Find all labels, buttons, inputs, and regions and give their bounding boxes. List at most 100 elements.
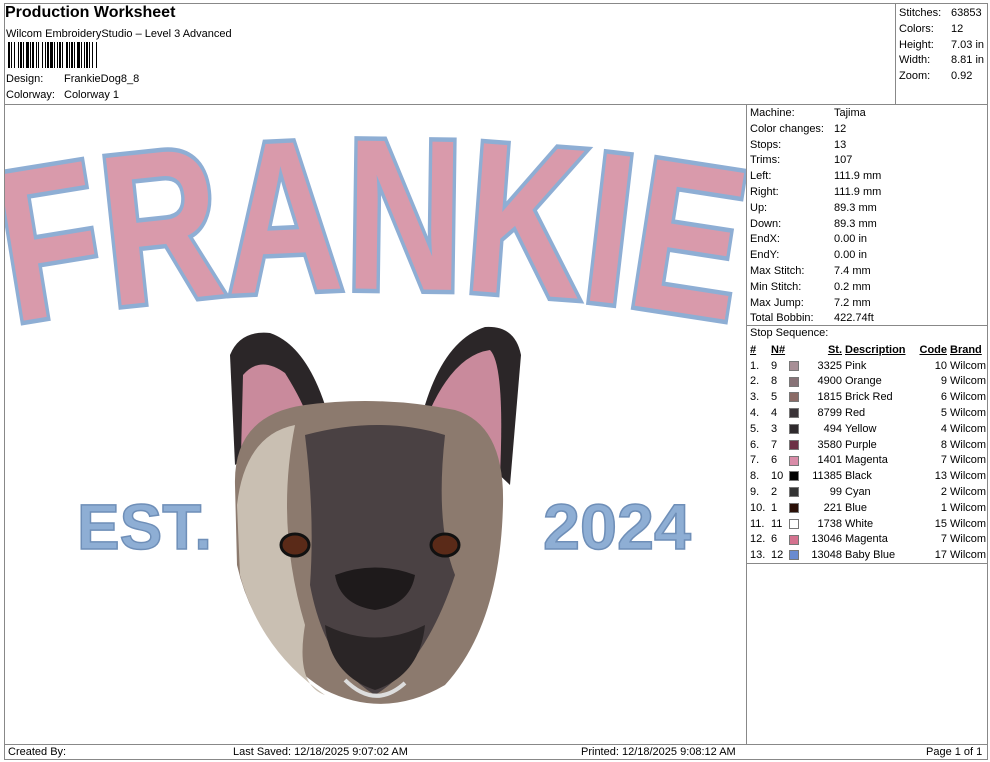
est-text: EST. <box>77 491 212 563</box>
stop-row: 2. 8 4900 Orange 9 Wilcom <box>750 374 986 390</box>
needle-number: 2 <box>771 486 778 499</box>
barcode-bar <box>62 42 63 68</box>
barcode-gap <box>22 42 23 68</box>
swatch-cell <box>789 453 805 469</box>
stop-index: 13. <box>750 549 766 562</box>
stop-index: 10. <box>750 501 766 514</box>
stop-row: 8. 10 11385 Black 13 Wilcom <box>750 468 986 484</box>
stat-row-value: 107 <box>834 154 853 167</box>
barcode-gap <box>97 42 98 68</box>
stop-index: 8. <box>750 470 760 483</box>
barcode-bar <box>47 42 49 68</box>
color-swatch <box>789 550 799 561</box>
summary-row: Height: 7.03 in <box>899 38 987 54</box>
barcode-gap <box>24 42 26 68</box>
barcode-bar <box>42 42 43 68</box>
barcode-gap <box>70 42 71 68</box>
barcode-bar <box>96 42 97 68</box>
barcode-bar <box>77 42 80 68</box>
color-swatch <box>789 455 799 466</box>
barcode-gap <box>34 42 36 68</box>
barcode-bar <box>84 42 85 68</box>
barcode-gap <box>29 42 30 68</box>
barcode-gap <box>75 42 77 68</box>
stop-index: 5. <box>750 422 760 435</box>
swatch-cell <box>789 500 805 516</box>
stop-row: 9. 2 99 Cyan 2 Wilcom <box>750 484 986 500</box>
stat-row-value: 13 <box>834 138 847 151</box>
needle-number: 10 <box>771 470 784 483</box>
thread-brand: Wilcom <box>950 486 987 499</box>
barcode-gap <box>73 42 74 68</box>
barcode-gap <box>49 42 50 68</box>
thread-brand: Wilcom <box>950 517 987 530</box>
summary-row: Stitches: 63853 <box>899 6 987 22</box>
barcode-bar <box>36 42 37 68</box>
stat-row-label: Min Stitch: <box>750 280 802 293</box>
color-description: Red <box>845 407 866 420</box>
needle-number: 12 <box>771 549 784 562</box>
thread-code: 4 <box>940 422 947 435</box>
design-row: Design: FrankieDog8_8 <box>6 73 139 85</box>
summary-row-value: 63853 <box>951 7 982 19</box>
color-description: Cyan <box>845 486 871 499</box>
stat-row-value: 422.74ft <box>834 312 874 325</box>
created-by: Created By: <box>8 746 67 758</box>
stitch-count: 494 <box>823 422 842 435</box>
swatch-cell <box>789 532 805 548</box>
barcode-gap <box>88 42 89 68</box>
color-swatch <box>789 518 799 529</box>
thread-code: 15 <box>934 517 947 530</box>
thread-code: 17 <box>934 549 947 562</box>
stat-row-value: 7.2 mm <box>834 296 871 309</box>
swatch-cell <box>789 437 805 453</box>
summary-row: Zoom: 0.92 <box>899 69 987 85</box>
stat-row-label: Down: <box>750 217 782 230</box>
stitch-count: 1401 <box>817 454 842 467</box>
barcode-gap <box>37 42 38 68</box>
column-header: N# <box>771 343 786 356</box>
stitch-count: 1815 <box>817 391 842 404</box>
colorway-value: Colorway 1 <box>64 89 120 101</box>
barcode-bar <box>26 42 29 68</box>
barcode-gap <box>80 42 81 68</box>
stat-row-label: Up: <box>750 201 768 214</box>
stop-row: 3. 5 1815 Brick Red 6 Wilcom <box>750 389 986 405</box>
barcode-gap <box>19 42 20 68</box>
stop-row: 11. 11 1738 White 15 Wilcom <box>750 516 986 532</box>
stat-row-value: 89.3 mm <box>834 201 877 214</box>
color-swatch <box>789 360 799 371</box>
last-saved: Last Saved: 12/18/2025 9:07:02 AM <box>233 746 408 758</box>
barcode-bar <box>92 42 93 68</box>
stop-index: 6. <box>750 438 760 451</box>
stop-index: 1. <box>750 359 760 372</box>
color-swatch <box>789 534 799 545</box>
summary-row-label: Colors: <box>899 22 934 35</box>
stop-index: 7. <box>750 454 760 467</box>
colorway-row: Colorway: Colorway 1 <box>6 89 119 101</box>
needle-number: 8 <box>771 375 778 388</box>
color-description: Yellow <box>845 422 877 435</box>
color-swatch <box>789 439 799 450</box>
colorway-label: Colorway: <box>6 89 55 101</box>
barcode-gap <box>82 42 84 68</box>
summary-row: Colors: 12 <box>899 22 987 38</box>
barcode <box>8 42 194 68</box>
summary-row-value: 7.03 in <box>951 38 985 51</box>
stat-row: EndY: 0.00 in <box>750 248 987 264</box>
thread-code: 2 <box>940 486 947 499</box>
stat-row: Down: 89.3 mm <box>750 217 987 233</box>
barcode-bar <box>66 42 68 68</box>
summary-panel: Stitches: 63853 Colors: 12 Height: 7.03 in Wid… <box>895 3 988 105</box>
needle-number: 6 <box>771 533 778 546</box>
thread-brand: Wilcom <box>950 359 987 372</box>
stat-row-value: 12 <box>834 122 847 135</box>
stop-row: 13. 12 13048 Baby Blue 17 Wilcom <box>750 547 986 563</box>
stop-row: 5. 3 494 Yellow 4 Wilcom <box>750 421 986 437</box>
stat-row-label: EndX: <box>750 233 780 246</box>
color-description: Brick Red <box>845 391 893 404</box>
barcode-bar <box>71 42 73 68</box>
color-description: Orange <box>845 375 882 388</box>
stitch-count: 4900 <box>817 375 842 388</box>
color-swatch <box>789 408 799 419</box>
